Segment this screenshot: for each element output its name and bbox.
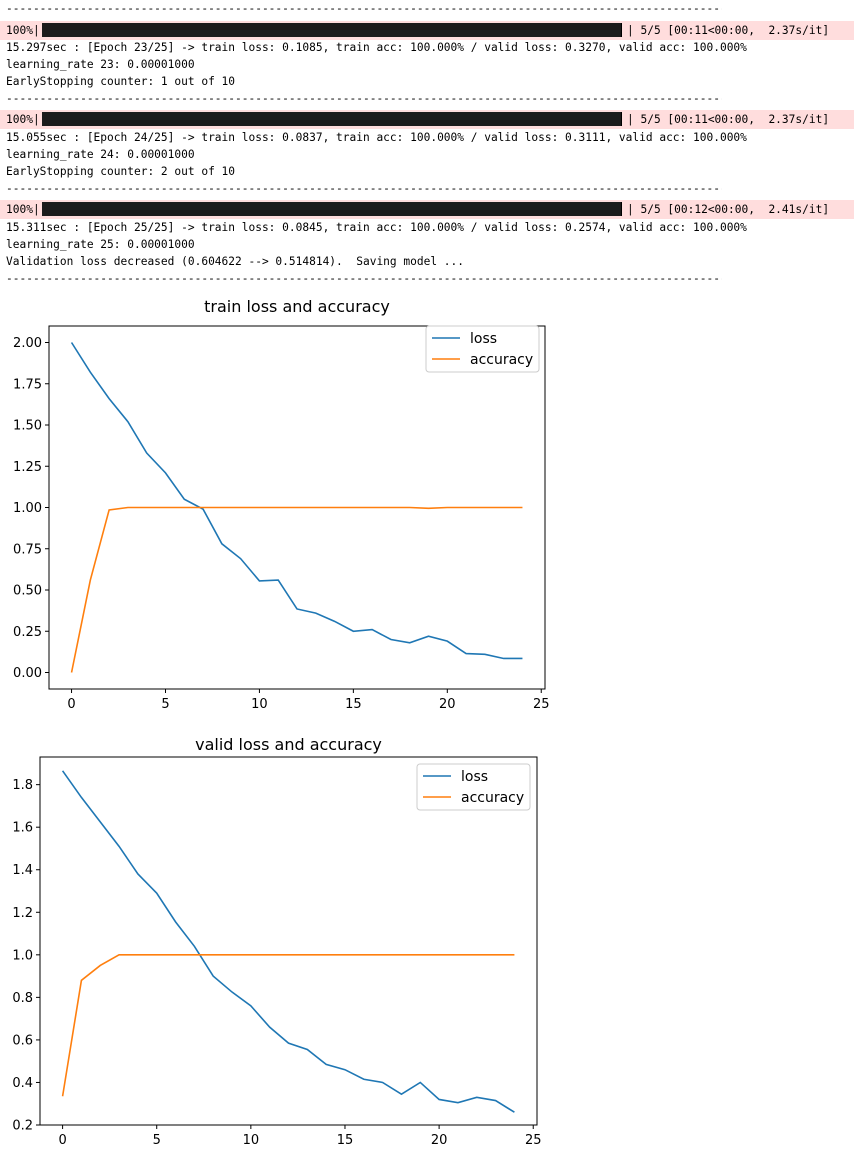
progress-meta: | 5/5 [00:11<00:00, 2.37s/it] [627, 24, 830, 37]
x-tick-label: 25 [533, 697, 550, 712]
train-chart: train loss and accuracy 0 5 10 15 20 25 0.00 0.2… [13, 297, 550, 712]
separator-line: ----------------------------------------… [6, 182, 722, 195]
status-line: Validation loss decreased (0.604622 --> … [6, 255, 465, 268]
legend-label: accuracy [461, 790, 524, 806]
y-tick-label: 0.00 [13, 666, 42, 681]
learning-rate-line: learning_rate 24: 0.00001000 [6, 148, 195, 161]
y-tick-label: 1.75 [13, 377, 42, 392]
y-tick-label: 1.6 [12, 821, 33, 836]
series-line-loss [61, 770, 515, 1113]
plot-frame [39, 756, 538, 1126]
learning-rate-line: learning_rate 25: 0.00001000 [6, 238, 195, 251]
x-tick-label: 5 [161, 697, 169, 712]
x-tick-label: 25 [525, 1133, 542, 1148]
progress-percent: 100%| [6, 113, 40, 126]
progress-bar-end [621, 23, 622, 37]
x-tick-label: 10 [251, 697, 268, 712]
x-tick-label: 15 [337, 1133, 354, 1148]
y-tick-label: 1.25 [13, 460, 42, 475]
x-tick-label: 0 [58, 1133, 66, 1148]
y-tick-label: 1.4 [12, 863, 33, 878]
epoch-summary: 15.311sec : [Epoch 25/25] -> train loss:… [6, 221, 747, 234]
y-tick-label: 1.50 [13, 419, 42, 434]
separator-line: ----------------------------------------… [6, 92, 722, 105]
x-tick-label: 5 [153, 1133, 161, 1148]
y-tick-label: 1.00 [13, 501, 42, 516]
y-tick-label: 1.0 [12, 948, 33, 963]
progress-meta: | 5/5 [00:12<00:00, 2.41s/it] [627, 203, 830, 216]
y-tick-label: 1.2 [12, 906, 33, 921]
y-tick-label: 0.8 [12, 991, 33, 1006]
learning-rate-line: learning_rate 23: 0.00001000 [6, 58, 195, 71]
progress-meta: | 5/5 [00:11<00:00, 2.37s/it] [627, 113, 830, 126]
x-tick-label: 20 [431, 1133, 448, 1148]
progress-bar [42, 23, 621, 37]
progress-row: 100%| | 5/5 [00:12<00:00, 2.41s/it] [0, 200, 854, 219]
status-line: EarlyStopping counter: 1 out of 10 [6, 75, 236, 88]
series-line-accuracy [70, 506, 523, 673]
separator-line: ----------------------------------------… [6, 2, 722, 15]
progress-percent: 100%| [6, 203, 40, 216]
progress-bar-end [621, 202, 622, 216]
legend-label: accuracy [470, 352, 533, 368]
y-tick-label: 0.4 [12, 1076, 33, 1091]
epoch-summary: 15.055sec : [Epoch 24/25] -> train loss:… [6, 131, 747, 144]
x-tick-label: 0 [67, 697, 75, 712]
x-tick-label: 10 [243, 1133, 260, 1148]
x-tick-label: 20 [439, 697, 456, 712]
series-line-loss [70, 342, 523, 660]
series-line-accuracy [61, 954, 515, 1097]
chart-title: valid loss and accuracy [195, 735, 382, 754]
y-tick-label: 0.75 [13, 542, 42, 557]
y-tick-label: 0.6 [12, 1033, 33, 1048]
progress-bar-end [621, 112, 622, 126]
y-tick-label: 0.25 [13, 625, 42, 640]
y-tick-label: 2.00 [13, 336, 42, 351]
separator-line: ----------------------------------------… [6, 272, 722, 285]
y-tick-label: 0.50 [13, 584, 42, 599]
epoch-summary: 15.297sec : [Epoch 23/25] -> train loss:… [6, 41, 747, 54]
legend-label: loss [461, 769, 488, 785]
chart-title: train loss and accuracy [204, 297, 390, 316]
progress-bar [42, 112, 621, 126]
y-tick-label: 1.8 [12, 778, 33, 793]
progress-bar [42, 202, 621, 216]
progress-row: 100%| | 5/5 [00:11<00:00, 2.37s/it] [0, 110, 854, 129]
y-tick-label: 0.2 [12, 1119, 33, 1134]
progress-row: 100%| | 5/5 [00:11<00:00, 2.37s/it] [0, 21, 854, 40]
x-tick-label: 15 [345, 697, 362, 712]
legend-label: loss [470, 331, 497, 347]
status-line: EarlyStopping counter: 2 out of 10 [6, 165, 236, 178]
progress-percent: 100%| [6, 24, 40, 37]
valid-chart: valid loss and accuracy 0 5 10 15 20 25 0.2 0.4 0… [12, 735, 542, 1148]
